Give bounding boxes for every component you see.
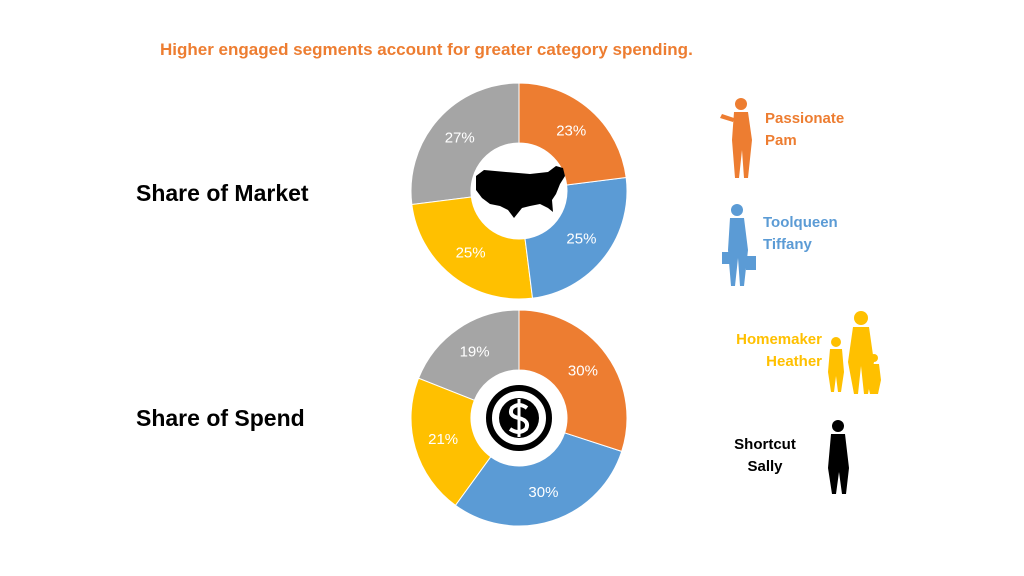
donut-slice (518, 309, 628, 453)
heather-figure (828, 311, 881, 394)
donut-slice (518, 82, 627, 186)
donut-slice (410, 82, 520, 206)
value-label: 21% (428, 431, 458, 448)
legend-entry: Passionate Pam (765, 110, 845, 149)
value-label: 19% (460, 344, 490, 361)
donut-slice (417, 309, 520, 401)
donut-slice (524, 176, 628, 299)
value-label: 25% (566, 230, 596, 247)
value-label: 27% (445, 130, 475, 147)
legend-entry: Shortcut Sally (734, 436, 796, 475)
donut-slice (411, 196, 534, 300)
pam-figure (720, 98, 752, 178)
row-label: Share of Market (136, 180, 309, 206)
usa-icon (476, 166, 565, 218)
donut-slice (454, 432, 623, 527)
row-label: Share of Spend (136, 405, 305, 431)
donut-slice (410, 377, 492, 507)
value-label: 30% (528, 484, 558, 501)
legend-entry: Homemaker Heather (736, 331, 822, 370)
tiffany-figure (722, 204, 756, 286)
value-label: 23% (556, 123, 586, 140)
value-label: 25% (456, 244, 486, 261)
legend-entry: Toolqueen Tiffany (763, 214, 838, 253)
value-label: 30% (568, 363, 598, 380)
dollar-icon (486, 385, 552, 451)
headline: Higher engaged segments account for grea… (160, 40, 693, 59)
sally-figure (828, 420, 849, 494)
